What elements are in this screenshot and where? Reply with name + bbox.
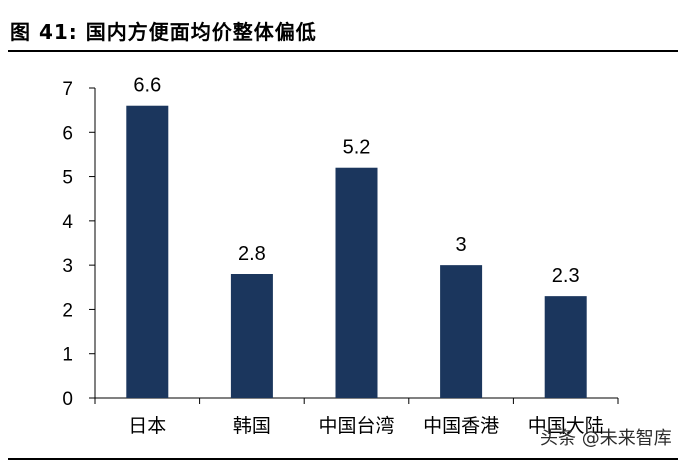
value-labels: 6.6 2.8 5.2 3 2.3 (133, 75, 579, 287)
x-category-label: 中国台湾 (318, 415, 394, 437)
chart-title: 图 41: 国内方便面均价整体偏低 (10, 20, 317, 44)
bars (126, 105, 587, 398)
value-label: 5.2 (343, 137, 371, 159)
y-tick-label: 5 (62, 168, 73, 189)
x-category-label: 中国香港 (423, 415, 499, 437)
bar-3 (440, 265, 483, 398)
y-tick-label: 1 (62, 345, 73, 366)
x-category-label: 韩国 (233, 415, 271, 437)
bar-1 (230, 274, 273, 398)
x-category-label: 中国大陆 (528, 415, 604, 437)
y-tick-label: 0 (62, 389, 73, 410)
watermark: 头条 @未来智库 (540, 428, 672, 449)
y-tick-label: 6 (62, 123, 73, 144)
y-tick-label: 7 (62, 79, 73, 100)
value-label: 2.3 (552, 265, 580, 287)
value-label: 6.6 (133, 75, 161, 97)
value-label: 2.8 (238, 243, 266, 265)
bar-0 (126, 105, 169, 398)
y-tick-label: 4 (62, 212, 73, 233)
value-label: 3 (456, 234, 467, 256)
x-category-label: 日本 (128, 415, 166, 437)
title-underline (8, 50, 678, 52)
y-axis: 0 1 2 3 4 5 6 7 (62, 79, 96, 410)
y-tick-label: 2 (62, 300, 73, 321)
y-tick-label: 3 (62, 256, 73, 277)
bar-4 (544, 296, 587, 398)
bar-2 (335, 167, 378, 398)
bottom-rule (8, 458, 678, 460)
